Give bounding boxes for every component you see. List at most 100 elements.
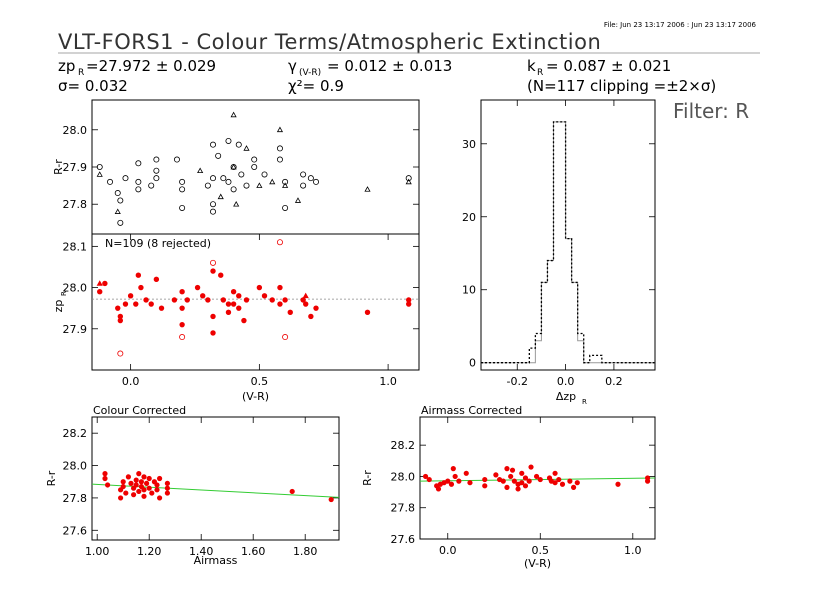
plot-frame	[91, 416, 340, 541]
y-tick-label: 27.6	[63, 524, 88, 537]
gamma-result: γ (V-R) = 0.012 ± 0.013	[288, 57, 452, 78]
data-point	[210, 330, 216, 336]
data-point	[154, 487, 160, 493]
data-point	[241, 317, 247, 324]
data-point	[117, 197, 124, 204]
data-point	[236, 293, 242, 299]
y-tick-label: 28.0	[391, 470, 416, 483]
data-point	[493, 472, 499, 478]
data-point	[426, 476, 432, 483]
data-point	[277, 284, 283, 291]
data-point	[136, 471, 142, 477]
data-point	[533, 473, 540, 480]
data-point	[96, 163, 103, 170]
data-point	[138, 479, 144, 485]
zp-result: zp R =27.972 ± 0.029	[58, 57, 216, 78]
histogram-kept	[481, 121, 655, 364]
data-point	[125, 474, 131, 480]
data-point	[552, 470, 558, 476]
y-axis-label-text: zp	[52, 300, 65, 313]
rejected-point	[179, 334, 186, 341]
data-point	[135, 186, 142, 193]
data-point	[467, 480, 473, 486]
data-point-triangle	[364, 186, 371, 192]
y-tick-label: 28.1	[63, 240, 88, 253]
x-tick-label: 0.0	[122, 375, 140, 388]
data-point	[200, 293, 206, 299]
x-tick-label: 1.60	[241, 545, 266, 558]
data-point	[118, 487, 124, 493]
data-point	[307, 175, 314, 182]
data-point-triangle	[96, 171, 103, 177]
x-tick-label: 0.0	[439, 544, 457, 557]
data-point	[276, 156, 283, 163]
data-point	[154, 482, 160, 488]
data-point	[515, 486, 521, 492]
data-point	[504, 466, 510, 472]
data-point	[131, 485, 137, 491]
data-point	[144, 480, 150, 486]
data-point-triangle	[302, 292, 309, 299]
data-point	[153, 276, 160, 283]
data-point	[146, 485, 152, 491]
x-tick-label: 1.20	[137, 545, 162, 558]
data-point	[300, 182, 307, 189]
data-point	[567, 478, 573, 484]
data-point-triangle	[114, 208, 121, 214]
data-point	[452, 473, 458, 480]
data-point	[118, 495, 124, 501]
data-point	[225, 301, 232, 307]
data-point	[406, 297, 412, 303]
gamma-sub: (V-R)	[299, 68, 321, 78]
data-point	[313, 178, 320, 185]
data-point	[194, 284, 201, 291]
rejection-note: N=109 (8 rejected)	[105, 237, 211, 250]
data-point	[122, 175, 129, 182]
zeropoint-panel: 27.9 28.0 28.1 0.0 0.5 1.0 zp R (V-R) N=109 (8 re…	[52, 233, 420, 403]
data-point	[179, 204, 186, 211]
data-point	[277, 301, 283, 307]
data-point	[210, 208, 217, 215]
data-point	[205, 297, 211, 303]
data-point	[131, 492, 137, 498]
data-point	[179, 321, 185, 328]
data-point	[500, 478, 506, 484]
rejected-point	[282, 334, 289, 341]
x-tick-label: -0.2	[507, 375, 528, 388]
data-point	[97, 288, 103, 295]
page-title: VLT-FORS1 - Colour Terms/Atmospheric Ext…	[58, 30, 601, 54]
data-point	[225, 178, 232, 185]
data-point	[522, 475, 529, 481]
data-point	[148, 301, 154, 307]
data-point-triangle	[233, 200, 240, 207]
y-tick-label: 27.6	[391, 533, 416, 546]
data-point	[243, 182, 250, 189]
data-point	[102, 471, 108, 477]
y-axis-label: R-r	[45, 470, 58, 486]
data-point	[556, 476, 562, 483]
data-point	[120, 483, 126, 490]
panel-title: Colour Corrected	[93, 404, 186, 417]
zp-value: =27.972 ± 0.029	[86, 57, 216, 75]
colour-corrected-panel: 27.6 27.8 28.0 28.2 1.00 1.20 1.40 1.60 1.80 R-r C…	[45, 404, 340, 567]
data-point	[218, 272, 224, 278]
data-point	[215, 152, 222, 159]
data-point-triangle	[294, 197, 302, 203]
data-point	[276, 145, 283, 152]
data-point	[220, 175, 227, 182]
data-point	[128, 480, 134, 486]
x-tick-label: 0.2	[605, 375, 623, 388]
panel-title: Airmass Corrected	[421, 404, 522, 417]
data-point	[114, 190, 121, 197]
data-point	[179, 305, 185, 311]
x-axis-label: Δzp R	[556, 390, 587, 406]
data-point	[287, 309, 293, 316]
data-point	[261, 293, 268, 299]
data-point	[509, 467, 516, 473]
data-point	[135, 272, 142, 278]
plot-frame	[480, 99, 656, 371]
data-point	[256, 284, 263, 291]
data-point	[220, 297, 227, 303]
data-point	[448, 481, 455, 487]
